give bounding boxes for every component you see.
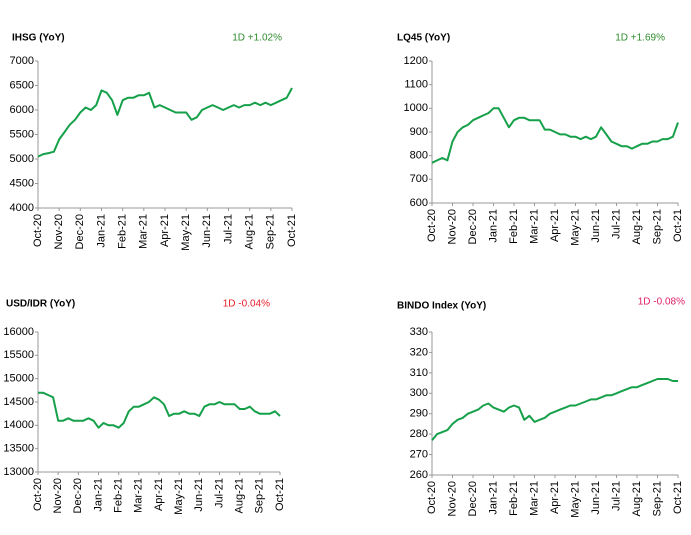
- y-tick-label: 6000: [10, 104, 34, 116]
- y-tick-label: 5500: [10, 128, 34, 140]
- x-tick-label: Sep-21: [254, 478, 266, 513]
- x-tick-label: Jun-21: [590, 209, 602, 243]
- y-tick-label: 320: [410, 346, 428, 358]
- x-tick-label: May-21: [569, 481, 581, 518]
- x-tick-label: Aug-21: [631, 481, 643, 516]
- x-tick-label: Dec-20: [467, 481, 479, 516]
- annotation: 1D +1.69%: [615, 33, 665, 44]
- chart-title: IHSG (YoY): [12, 33, 65, 44]
- x-tick-label: Jun-21: [193, 478, 205, 512]
- y-tick-label: 700: [410, 173, 428, 185]
- y-tick-label: 800: [410, 150, 428, 162]
- annotation: 1D +1.02%: [232, 33, 282, 44]
- x-tick-label: Jul-21: [610, 209, 622, 239]
- y-tick-label: 15000: [3, 373, 34, 385]
- x-tick-label: Feb-21: [508, 209, 520, 244]
- x-tick-label: Aug-21: [234, 478, 246, 513]
- chart-title: BINDO Index (YoY): [397, 301, 486, 312]
- y-tick-label: 7000: [10, 55, 34, 67]
- x-tick-label: Sep-21: [651, 481, 663, 516]
- chart-title: USD/IDR (YoY): [6, 299, 75, 310]
- y-tick-label: 330: [410, 326, 428, 338]
- x-tick-label: Dec-20: [72, 478, 84, 513]
- x-tick-label: Jul-21: [222, 214, 234, 244]
- x-tick-label: Aug-21: [244, 214, 256, 249]
- x-tick-label: Oct-20: [426, 209, 438, 242]
- x-tick-label: Dec-20: [74, 214, 86, 249]
- x-tick-label: Mar-21: [138, 214, 150, 249]
- line: [37, 87, 293, 158]
- x-tick-label: Apr-21: [549, 481, 561, 514]
- y-tick-label: 4500: [10, 177, 34, 189]
- x-tick-label: Jul-21: [213, 478, 225, 508]
- x-tick-label: Feb-21: [117, 214, 129, 249]
- chart-title: LQ45 (YoY): [397, 33, 450, 44]
- x-tick-label: Mar-21: [528, 481, 540, 516]
- y-tick-label: 600: [410, 197, 428, 209]
- x-tick-label: May-21: [569, 209, 581, 246]
- x-tick-label: Oct-21: [672, 209, 684, 242]
- x-tick-label: May-21: [180, 214, 192, 251]
- y-tick-label: 1000: [404, 102, 428, 114]
- y-tick-label: 14000: [3, 419, 34, 431]
- x-tick-label: Oct-20: [32, 214, 44, 247]
- x-tick-label: Jun-21: [590, 481, 602, 515]
- x-tick-label: Jan-21: [92, 478, 104, 512]
- y-tick-label: 300: [410, 387, 428, 399]
- x-tick-label: Jan-21: [487, 481, 499, 515]
- y-tick-label: 310: [410, 367, 428, 379]
- y-tick-label: 15500: [3, 349, 34, 361]
- x-tick-label: Sep-21: [265, 214, 277, 249]
- x-tick-label: Apr-21: [153, 478, 165, 511]
- line: [38, 391, 281, 429]
- x-tick-label: Oct-21: [286, 214, 298, 247]
- y-tick-label: 280: [410, 428, 428, 440]
- x-tick-label: May-21: [173, 478, 185, 515]
- x-tick-label: Jan-21: [487, 209, 499, 243]
- x-tick-label: Oct-20: [426, 481, 438, 514]
- x-tick-label: Nov-20: [446, 481, 458, 516]
- x-tick-label: Nov-20: [53, 214, 65, 249]
- x-tick-label: Jul-21: [610, 481, 622, 511]
- y-tick-label: 14500: [3, 396, 34, 408]
- x-tick-label: Feb-21: [113, 478, 125, 513]
- x-tick-label: Feb-21: [508, 481, 520, 516]
- x-tick-label: Apr-21: [159, 214, 171, 247]
- y-tick-label: 270: [410, 448, 428, 460]
- x-tick-label: Jan-21: [95, 214, 107, 248]
- y-tick-label: 13500: [3, 443, 34, 455]
- y-tick-label: 1200: [404, 55, 428, 67]
- x-tick-label: Mar-21: [133, 478, 145, 513]
- x-tick-label: Nov-20: [52, 478, 64, 513]
- y-tick-label: 1100: [404, 79, 428, 91]
- x-tick-label: Apr-21: [549, 209, 561, 242]
- x-tick-label: Oct-20: [32, 478, 44, 511]
- annotation: 1D -0.08%: [638, 297, 685, 308]
- x-tick-label: Oct-21: [274, 478, 286, 511]
- x-tick-label: Sep-21: [651, 209, 663, 244]
- y-tick-label: 5000: [10, 153, 34, 165]
- y-tick-label: 13000: [3, 466, 34, 478]
- y-tick-label: 16000: [3, 326, 34, 338]
- y-tick-label: 6500: [10, 79, 34, 91]
- y-tick-label: 290: [410, 408, 428, 420]
- line: [431, 378, 678, 441]
- x-tick-label: Dec-20: [467, 209, 479, 244]
- x-tick-label: Nov-20: [446, 209, 458, 244]
- y-tick-label: 900: [410, 126, 428, 138]
- y-tick-label: 4000: [10, 202, 34, 214]
- x-tick-label: Aug-21: [631, 209, 643, 244]
- x-tick-label: Jun-21: [201, 214, 213, 248]
- x-tick-label: Mar-21: [528, 209, 540, 244]
- x-tick-label: Oct-21: [672, 481, 684, 514]
- annotation: 1D -0.04%: [223, 299, 270, 310]
- y-tick-label: 260: [410, 469, 428, 481]
- line: [431, 107, 679, 164]
